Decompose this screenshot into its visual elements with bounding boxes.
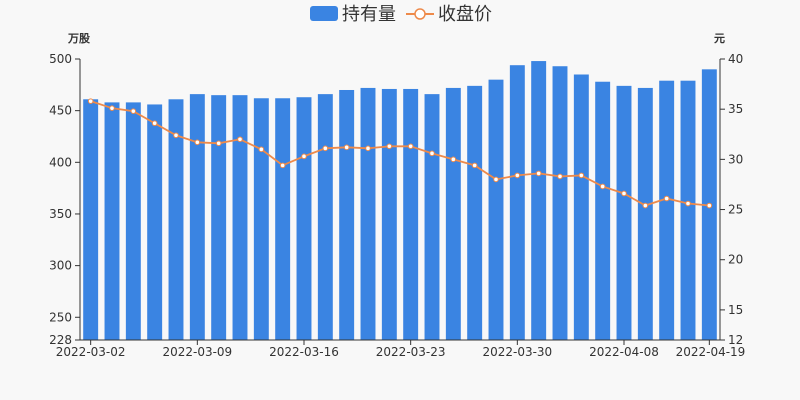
- left-tick-label: 250: [49, 310, 72, 324]
- price-point: [279, 162, 286, 169]
- x-tick-label: 2022-03-09: [162, 345, 232, 359]
- price-point: [386, 143, 393, 150]
- left-tick-label: 500: [49, 52, 72, 66]
- price-point: [151, 120, 158, 127]
- right-tick-label: 20: [728, 253, 743, 267]
- legend-bar-label: 持有量: [342, 4, 396, 25]
- left-tick-label: 228: [49, 333, 72, 347]
- price-point: [429, 150, 435, 157]
- bar: [147, 104, 163, 341]
- bar: [104, 102, 120, 340]
- bar: [211, 95, 227, 341]
- x-tick-label: 2022-04-08: [589, 345, 659, 359]
- bar: [531, 61, 547, 341]
- price-point: [514, 172, 521, 179]
- legend-bar-swatch: [310, 6, 338, 21]
- x-tick-label: 2022-03-02: [56, 345, 126, 359]
- x-tick-label: 2022-03-23: [376, 345, 446, 359]
- bar: [339, 89, 355, 340]
- right-tick-label: 40: [728, 52, 743, 66]
- x-tick-label: 2022-04-19: [676, 345, 746, 359]
- price-point: [365, 145, 371, 152]
- price-point: [109, 105, 115, 111]
- x-tick-label: 2022-03-16: [269, 345, 339, 359]
- legend[interactable]: 持有量 收盘价: [310, 4, 492, 25]
- price-point: [642, 202, 649, 209]
- bar: [509, 65, 525, 340]
- bar: [680, 80, 696, 340]
- bar: [488, 79, 504, 340]
- right-tick-label: 30: [728, 152, 743, 166]
- bar: [467, 85, 483, 340]
- bar: [445, 87, 461, 340]
- bar: [360, 87, 376, 340]
- axes: 228 250 300 350 400 450 500 12 15 20 25 30 35 40 2022-…: [49, 52, 745, 359]
- bar: [381, 88, 397, 340]
- bar: [83, 99, 99, 341]
- price-point: [87, 98, 94, 104]
- bar-series: [83, 61, 717, 341]
- price-point: [237, 136, 243, 143]
- price-point: [194, 139, 201, 146]
- bar: [168, 99, 184, 341]
- price-point: [258, 146, 265, 153]
- price-point: [663, 195, 670, 202]
- price-point: [450, 156, 457, 163]
- price-point: [130, 108, 137, 114]
- bar: [424, 94, 440, 340]
- price-point: [493, 176, 499, 183]
- bar: [232, 95, 248, 341]
- legend-line-label: 收盘价: [438, 4, 492, 25]
- bar: [275, 98, 291, 340]
- x-tick-label: 2022-03-30: [482, 345, 552, 359]
- left-tick-label: 450: [49, 104, 72, 118]
- price-point: [407, 143, 414, 150]
- right-tick-label: 35: [728, 102, 743, 116]
- right-tick-label: 12: [728, 333, 743, 347]
- left-tick-label: 300: [49, 259, 72, 273]
- left-tick-label: 400: [49, 155, 72, 169]
- price-point: [322, 145, 329, 152]
- bar: [125, 102, 141, 340]
- bar: [296, 97, 312, 340]
- price-point: [215, 140, 222, 147]
- right-tick-label: 15: [728, 303, 743, 317]
- bar: [403, 88, 419, 340]
- bar: [659, 80, 675, 340]
- price-point: [535, 170, 542, 177]
- price-point: [578, 172, 585, 179]
- legend-line-marker: [414, 8, 426, 20]
- bar: [552, 66, 568, 340]
- line-series: [87, 98, 713, 209]
- price-point: [343, 144, 350, 151]
- bar: [595, 81, 611, 341]
- price-point: [471, 162, 478, 169]
- bar: [253, 98, 269, 340]
- price-point: [685, 200, 691, 207]
- bar: [317, 94, 333, 340]
- bar: [637, 87, 653, 340]
- price-line: [90, 100, 710, 207]
- price-point: [599, 183, 606, 190]
- left-axis-unit: 万股: [67, 32, 91, 45]
- left-tick-label: 350: [49, 207, 72, 221]
- price-point: [621, 190, 627, 197]
- price-point: [706, 202, 713, 209]
- bar: [189, 94, 205, 340]
- bar: [573, 74, 589, 340]
- bar: [616, 85, 632, 340]
- right-axis-unit: 元: [714, 32, 725, 45]
- price-point: [173, 132, 179, 139]
- price-point: [301, 153, 307, 160]
- price-point: [557, 173, 563, 180]
- right-tick-label: 25: [728, 203, 743, 217]
